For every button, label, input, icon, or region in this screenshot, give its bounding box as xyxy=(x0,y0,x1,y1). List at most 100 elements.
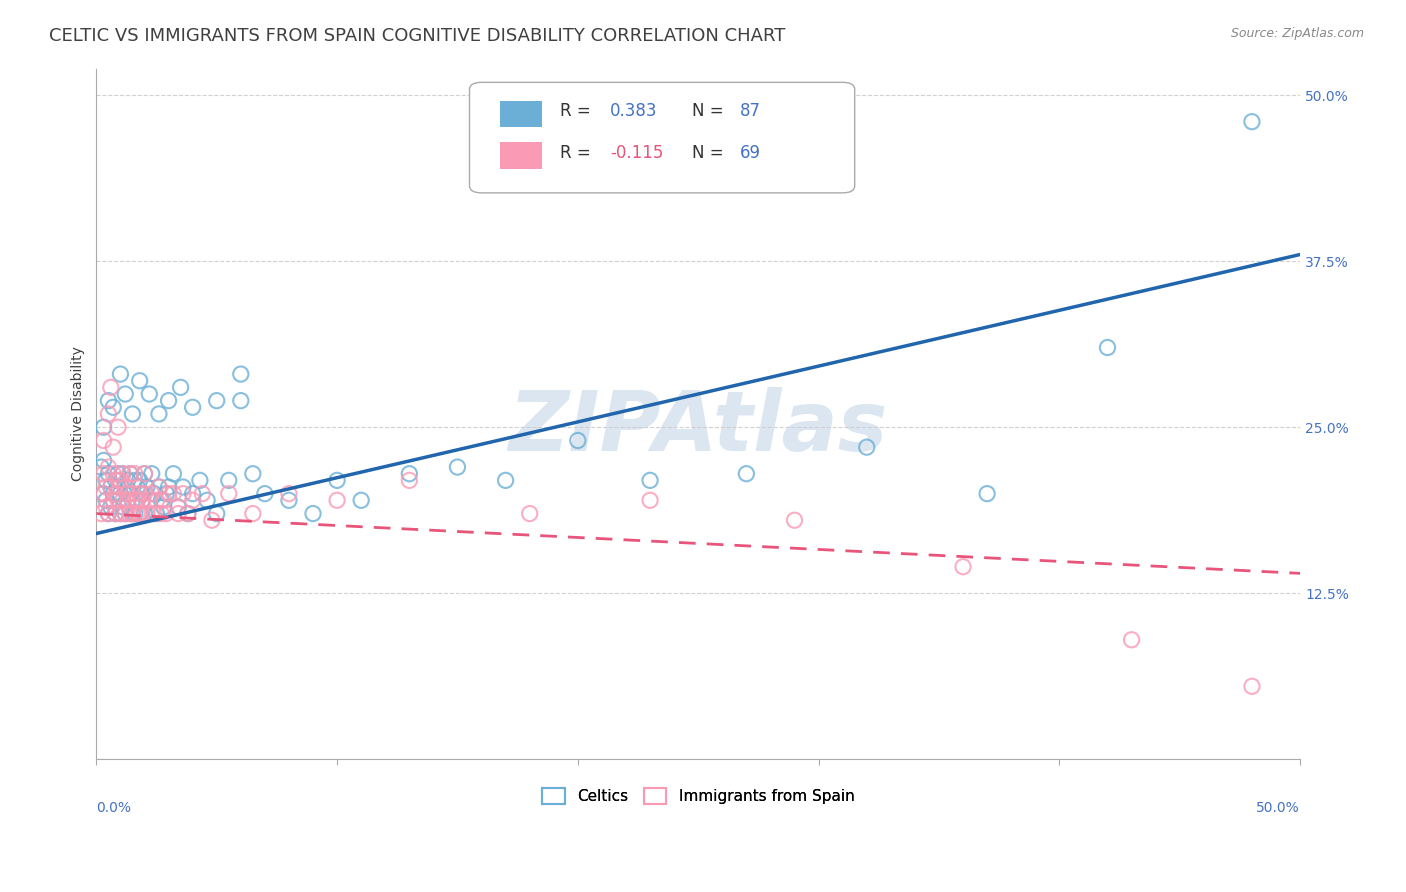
Point xyxy=(148,480,170,494)
Text: 69: 69 xyxy=(741,144,761,161)
Point xyxy=(134,486,156,500)
Point xyxy=(181,401,204,415)
Point xyxy=(93,434,115,448)
Point xyxy=(110,486,132,500)
Point xyxy=(121,507,143,521)
Point xyxy=(638,474,661,488)
Point xyxy=(855,440,877,454)
Point xyxy=(567,434,589,448)
Point xyxy=(111,467,134,481)
Point xyxy=(131,493,153,508)
Point xyxy=(188,474,211,488)
Point xyxy=(107,467,129,481)
Point xyxy=(157,486,180,500)
Point xyxy=(253,486,276,500)
Point xyxy=(952,559,974,574)
Text: -0.115: -0.115 xyxy=(610,144,664,161)
Point xyxy=(97,460,120,475)
Point xyxy=(127,507,149,521)
Point xyxy=(127,493,149,508)
Point xyxy=(97,407,120,421)
Point xyxy=(104,474,127,488)
Point xyxy=(1121,632,1143,647)
Point xyxy=(127,480,149,494)
Point xyxy=(103,493,125,508)
Point xyxy=(117,493,139,508)
Point xyxy=(162,467,184,481)
Point xyxy=(350,493,373,508)
Point xyxy=(157,480,180,494)
Point xyxy=(134,467,156,481)
Text: CELTIC VS IMMIGRANTS FROM SPAIN COGNITIVE DISABILITY CORRELATION CHART: CELTIC VS IMMIGRANTS FROM SPAIN COGNITIV… xyxy=(49,27,786,45)
Point xyxy=(638,493,661,508)
Point xyxy=(124,467,146,481)
Point xyxy=(97,393,120,408)
Point xyxy=(495,474,517,488)
Text: R =: R = xyxy=(560,103,596,120)
Point xyxy=(145,507,167,521)
Point xyxy=(177,507,200,521)
Text: 0.383: 0.383 xyxy=(610,103,658,120)
Point xyxy=(100,380,122,394)
Point xyxy=(326,474,349,488)
Point xyxy=(218,486,240,500)
Point xyxy=(93,420,115,434)
Point xyxy=(90,507,112,521)
Point xyxy=(121,507,143,521)
Point xyxy=(128,474,150,488)
Point xyxy=(242,507,264,521)
Text: N =: N = xyxy=(692,103,730,120)
Point xyxy=(242,467,264,481)
Point xyxy=(110,474,132,488)
FancyBboxPatch shape xyxy=(499,101,541,128)
FancyBboxPatch shape xyxy=(499,143,541,169)
Point xyxy=(120,486,142,500)
Point xyxy=(155,507,177,521)
Point xyxy=(131,493,153,508)
Point xyxy=(128,507,150,521)
Point xyxy=(107,493,129,508)
Point xyxy=(114,480,136,494)
Point xyxy=(143,486,166,500)
Point xyxy=(128,374,150,388)
Point xyxy=(104,507,127,521)
Point xyxy=(134,467,156,481)
Point xyxy=(103,486,125,500)
Point xyxy=(135,480,157,494)
FancyBboxPatch shape xyxy=(470,82,855,193)
Point xyxy=(114,507,136,521)
Point xyxy=(93,486,115,500)
Point xyxy=(120,507,142,521)
Point xyxy=(128,486,150,500)
Legend: Celtics, Immigrants from Spain: Celtics, Immigrants from Spain xyxy=(536,782,860,811)
Point xyxy=(141,486,163,500)
Y-axis label: Cognitive Disability: Cognitive Disability xyxy=(72,346,86,482)
Point xyxy=(111,467,134,481)
Point xyxy=(138,493,160,508)
Point xyxy=(111,493,134,508)
Point xyxy=(1240,679,1263,693)
Point xyxy=(177,507,200,521)
Point xyxy=(94,480,117,494)
Point xyxy=(93,486,115,500)
Point xyxy=(976,486,998,500)
Point xyxy=(169,380,191,394)
Point xyxy=(167,507,190,521)
Point xyxy=(117,474,139,488)
Point xyxy=(229,367,252,381)
Point xyxy=(117,493,139,508)
Point xyxy=(100,480,122,494)
Point xyxy=(120,467,142,481)
Point xyxy=(114,480,136,494)
Point xyxy=(446,460,468,475)
Point xyxy=(302,507,325,521)
Text: 50.0%: 50.0% xyxy=(1257,801,1301,814)
Point xyxy=(218,474,240,488)
Point xyxy=(141,467,163,481)
Point xyxy=(124,507,146,521)
Point xyxy=(107,474,129,488)
Point xyxy=(519,507,541,521)
Point xyxy=(100,500,122,514)
Point xyxy=(110,367,132,381)
Point xyxy=(148,480,170,494)
